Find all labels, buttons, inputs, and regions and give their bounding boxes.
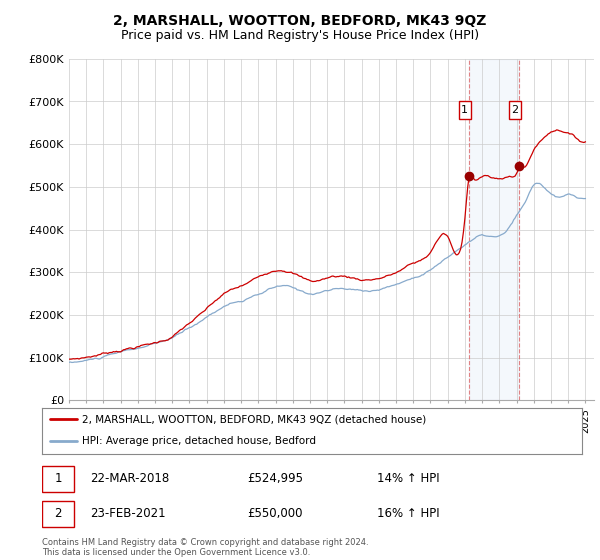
Text: 1: 1 xyxy=(55,472,62,486)
Text: 2: 2 xyxy=(511,105,518,115)
Bar xyxy=(469,59,519,400)
FancyBboxPatch shape xyxy=(459,101,471,119)
Text: 1: 1 xyxy=(461,105,468,115)
Text: Contains HM Land Registry data © Crown copyright and database right 2024.
This d: Contains HM Land Registry data © Crown c… xyxy=(42,538,368,557)
Text: HPI: Average price, detached house, Bedford: HPI: Average price, detached house, Bedf… xyxy=(83,436,317,446)
FancyBboxPatch shape xyxy=(42,501,74,527)
Text: 2, MARSHALL, WOOTTON, BEDFORD, MK43 9QZ (detached house): 2, MARSHALL, WOOTTON, BEDFORD, MK43 9QZ … xyxy=(83,414,427,424)
Text: 22-MAR-2018: 22-MAR-2018 xyxy=(91,472,170,486)
Text: 23-FEB-2021: 23-FEB-2021 xyxy=(91,507,166,520)
Text: £524,995: £524,995 xyxy=(247,472,303,486)
Text: £550,000: £550,000 xyxy=(247,507,303,520)
Text: 2: 2 xyxy=(55,507,62,520)
FancyBboxPatch shape xyxy=(509,101,521,119)
Text: Price paid vs. HM Land Registry's House Price Index (HPI): Price paid vs. HM Land Registry's House … xyxy=(121,29,479,42)
Text: 2, MARSHALL, WOOTTON, BEDFORD, MK43 9QZ: 2, MARSHALL, WOOTTON, BEDFORD, MK43 9QZ xyxy=(113,14,487,28)
FancyBboxPatch shape xyxy=(42,466,74,492)
Text: 14% ↑ HPI: 14% ↑ HPI xyxy=(377,472,439,486)
Text: 16% ↑ HPI: 16% ↑ HPI xyxy=(377,507,439,520)
